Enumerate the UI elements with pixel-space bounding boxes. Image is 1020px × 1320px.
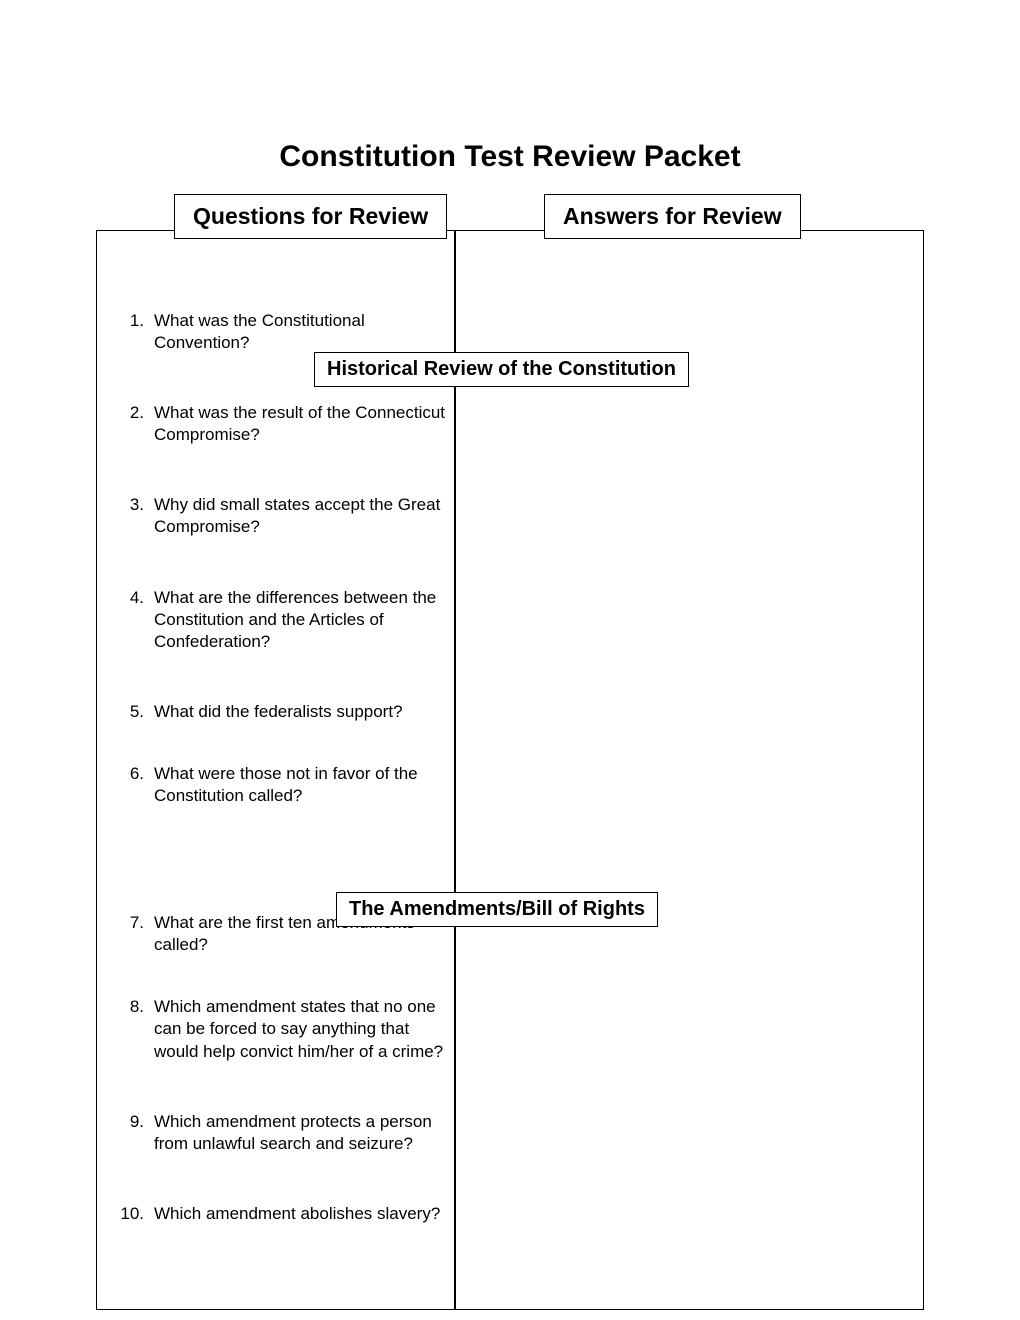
question-number: 10. <box>120 1203 154 1225</box>
question-item: 5. What did the federalists support? <box>120 701 450 723</box>
page-title: Constitution Test Review Packet <box>0 0 1020 194</box>
question-text: Which amendment protects a person from u… <box>154 1111 450 1155</box>
question-item: 2. What was the result of the Connecticu… <box>120 402 450 446</box>
question-text: What were those not in favor of the Cons… <box>154 763 450 807</box>
question-item: 6. What were those not in favor of the C… <box>120 763 450 807</box>
question-item: 9. Which amendment protects a person fro… <box>120 1111 450 1155</box>
question-number: 1. <box>120 310 154 354</box>
center-divider <box>454 230 456 1310</box>
question-text: Why did small states accept the Great Co… <box>154 494 450 538</box>
question-text: Which amendment states that no one can b… <box>154 996 450 1062</box>
question-text: What did the federalists support? <box>154 701 450 723</box>
question-number: 6. <box>120 763 154 807</box>
question-text: Which amendment abolishes slavery? <box>154 1203 450 1225</box>
answers-header-box: Answers for Review <box>544 194 801 239</box>
question-text: What was the result of the Connecticut C… <box>154 402 450 446</box>
question-item: 3. Why did small states accept the Great… <box>120 494 450 538</box>
question-number: 9. <box>120 1111 154 1155</box>
questions-list: 1. What was the Constitutional Conventio… <box>120 310 450 1273</box>
question-text: What are the differences between the Con… <box>154 587 450 653</box>
section-amendments-label: The Amendments/Bill of Rights <box>336 892 658 927</box>
question-item: 4. What are the differences between the … <box>120 587 450 653</box>
question-number: 5. <box>120 701 154 723</box>
question-item: 10. Which amendment abolishes slavery? <box>120 1203 450 1225</box>
question-number: 7. <box>120 912 154 956</box>
question-text: What was the Constitutional Convention? <box>154 310 450 354</box>
question-number: 8. <box>120 996 154 1062</box>
question-number: 4. <box>120 587 154 653</box>
question-number: 3. <box>120 494 154 538</box>
question-number: 2. <box>120 402 154 446</box>
section-historical-label: Historical Review of the Constitution <box>314 352 689 387</box>
question-item: 1. What was the Constitutional Conventio… <box>120 310 450 354</box>
question-item: 8. Which amendment states that no one ca… <box>120 996 450 1062</box>
questions-header-box: Questions for Review <box>174 194 447 239</box>
